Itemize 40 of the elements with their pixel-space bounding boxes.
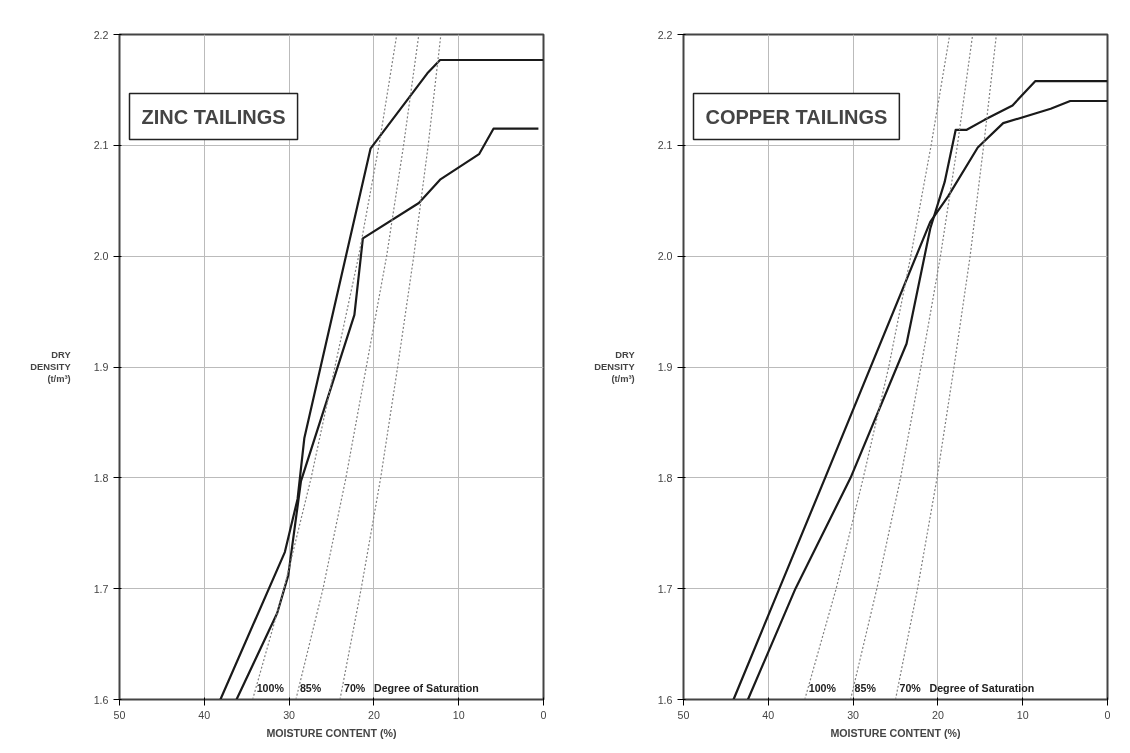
y-tick-label: 1.8 bbox=[657, 471, 673, 484]
x-axis-title: MOISTURE CONTENT (%) bbox=[830, 726, 962, 739]
x-tick-label: 10 bbox=[1016, 708, 1029, 721]
x-tick-label: 30 bbox=[283, 708, 296, 721]
x-tick-label: 0 bbox=[1104, 708, 1111, 721]
annotation: Degree of Saturation bbox=[373, 681, 479, 694]
y-tick-label: 1.6 bbox=[657, 693, 673, 706]
x-tick-label: 50 bbox=[677, 708, 690, 721]
x-tick-label: 10 bbox=[452, 708, 465, 721]
y-tick-label: 2.0 bbox=[93, 250, 109, 263]
series-label: 70% bbox=[899, 681, 922, 694]
y-tick-label: 1.8 bbox=[93, 471, 109, 484]
x-tick-label: 20 bbox=[367, 708, 380, 721]
series-label: 100% bbox=[808, 681, 837, 694]
series-label: 85% bbox=[299, 681, 322, 694]
x-tick-label: 30 bbox=[847, 708, 860, 721]
x-tick-label: 20 bbox=[931, 708, 944, 721]
y-tick-label: 2.1 bbox=[93, 139, 109, 152]
text: COPPER TAILINGS bbox=[705, 105, 888, 128]
y-tick-label: 1.7 bbox=[657, 582, 673, 595]
annotation: Degree of Saturation bbox=[929, 681, 1035, 694]
x-tick-label: 50 bbox=[113, 708, 126, 721]
x-tick-label: 40 bbox=[198, 708, 211, 721]
y-axis-title: DRY DENSITY (t/m³) bbox=[30, 350, 72, 384]
y-tick-label: 1.6 bbox=[93, 693, 109, 706]
y-tick-label: 1.7 bbox=[93, 582, 109, 595]
series-label: 85% bbox=[854, 681, 877, 694]
y-tick-label: 1.9 bbox=[657, 361, 673, 373]
y-axis-title: DRY DENSITY (t/m³) bbox=[594, 350, 636, 384]
series-label: 100% bbox=[256, 681, 285, 694]
y-tick-label: 2.2 bbox=[93, 28, 109, 41]
x-axis-title: MOISTURE CONTENT (%) bbox=[266, 726, 398, 739]
y-tick-label: 2.2 bbox=[657, 28, 673, 41]
x-tick-label: 40 bbox=[762, 708, 775, 721]
y-tick-label: 2.1 bbox=[657, 139, 673, 152]
series-label: 70% bbox=[343, 681, 366, 694]
x-tick-label: 0 bbox=[540, 708, 547, 721]
text: ZINC TAILINGS bbox=[141, 105, 286, 128]
y-tick-label: 2.0 bbox=[657, 250, 673, 263]
y-tick-label: 1.9 bbox=[93, 361, 109, 373]
